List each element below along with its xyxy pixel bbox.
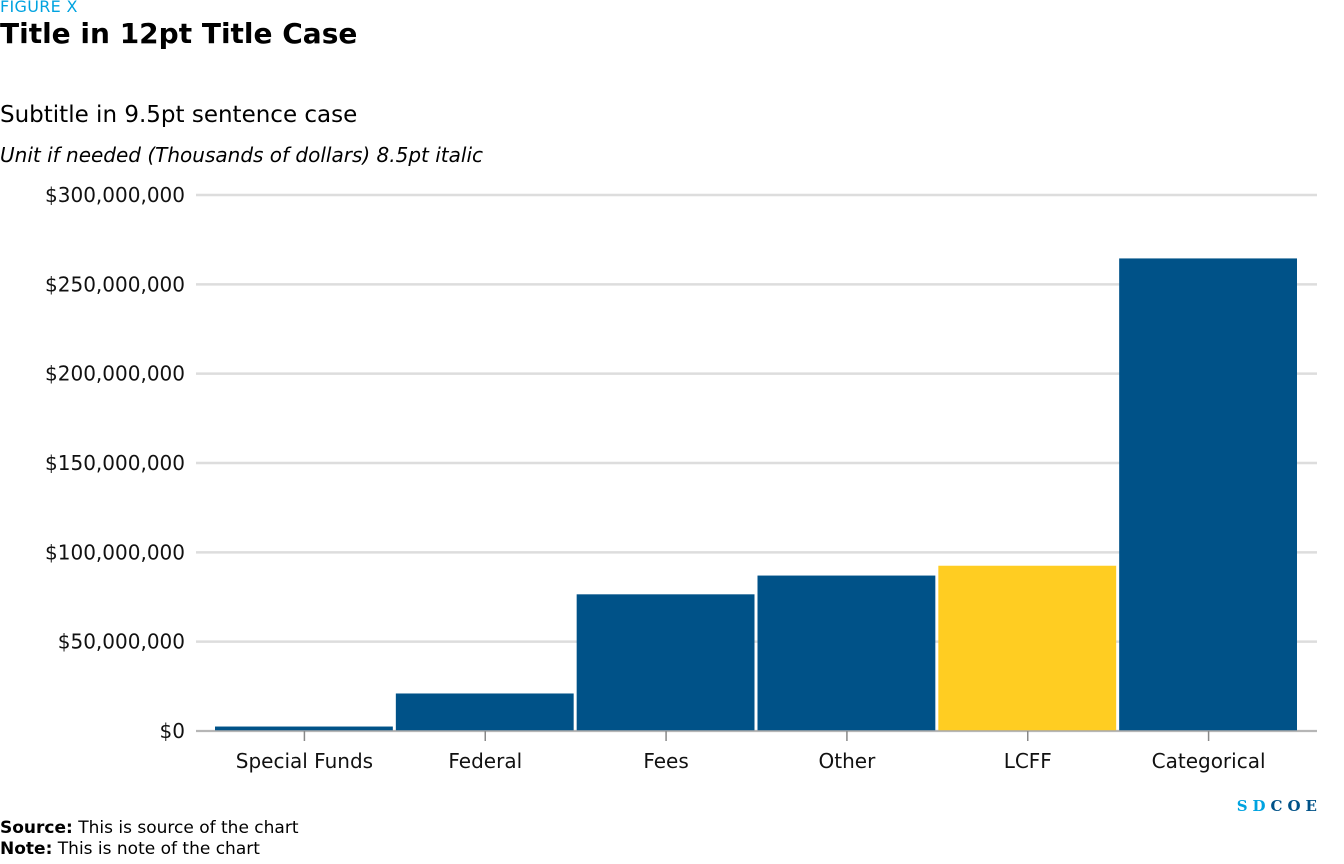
bar-other [757, 575, 936, 731]
x-tick-label: Fees [643, 749, 688, 773]
x-tick-label: LCFF [1004, 749, 1052, 773]
logo-part-1: SD [1236, 797, 1271, 815]
note-label: Note: [0, 839, 53, 859]
note-text: This is note of the chart [52, 839, 260, 859]
bar-lcff [938, 565, 1117, 731]
x-axis: Special Funds Federal Fees Other LCFF Categor… [196, 730, 1317, 773]
x-tick-label: Federal [448, 749, 522, 773]
bar-special-funds [215, 726, 393, 731]
y-tick-label: $200,000,000 [45, 362, 185, 386]
figure-label: FIGURE X [0, 0, 78, 16]
y-tick-label: $300,000,000 [45, 183, 185, 207]
x-tick-label: Other [819, 749, 877, 773]
bar-fees [576, 594, 755, 731]
y-tick-label: $150,000,000 [45, 451, 185, 475]
source-line: Source: This is source of the chart [0, 818, 299, 838]
chart-subtitle: Subtitle in 9.5pt sentence case [0, 102, 358, 128]
y-tick-label: $50,000,000 [58, 630, 185, 654]
chart-title: Title in 12pt Title Case [0, 17, 358, 50]
bar-categorical [1119, 258, 1297, 731]
source-label: Source: [0, 818, 73, 838]
y-tick-label: $250,000,000 [45, 272, 185, 296]
sdcoe-logo: SDCOE [1237, 797, 1322, 815]
bars [215, 258, 1297, 731]
bar-federal [395, 693, 574, 731]
x-tick-label: Categorical [1152, 749, 1266, 773]
bar-chart: $0 $50,000,000 $100,000,000 $150,000,000 $20… [45, 183, 1317, 773]
note-line: Note: This is note of the chart [0, 839, 260, 859]
y-tick-label: $0 [160, 719, 185, 743]
source-text: This is source of the chart [72, 818, 299, 838]
y-axis: $0 $50,000,000 $100,000,000 $150,000,000 $20… [45, 183, 185, 743]
chart-unit: Unit if needed (Thousands of dollars) 8.… [0, 143, 483, 167]
x-tick-label: Special Funds [236, 749, 373, 773]
y-tick-label: $100,000,000 [45, 540, 185, 564]
logo-part-2: COE [1270, 797, 1322, 815]
